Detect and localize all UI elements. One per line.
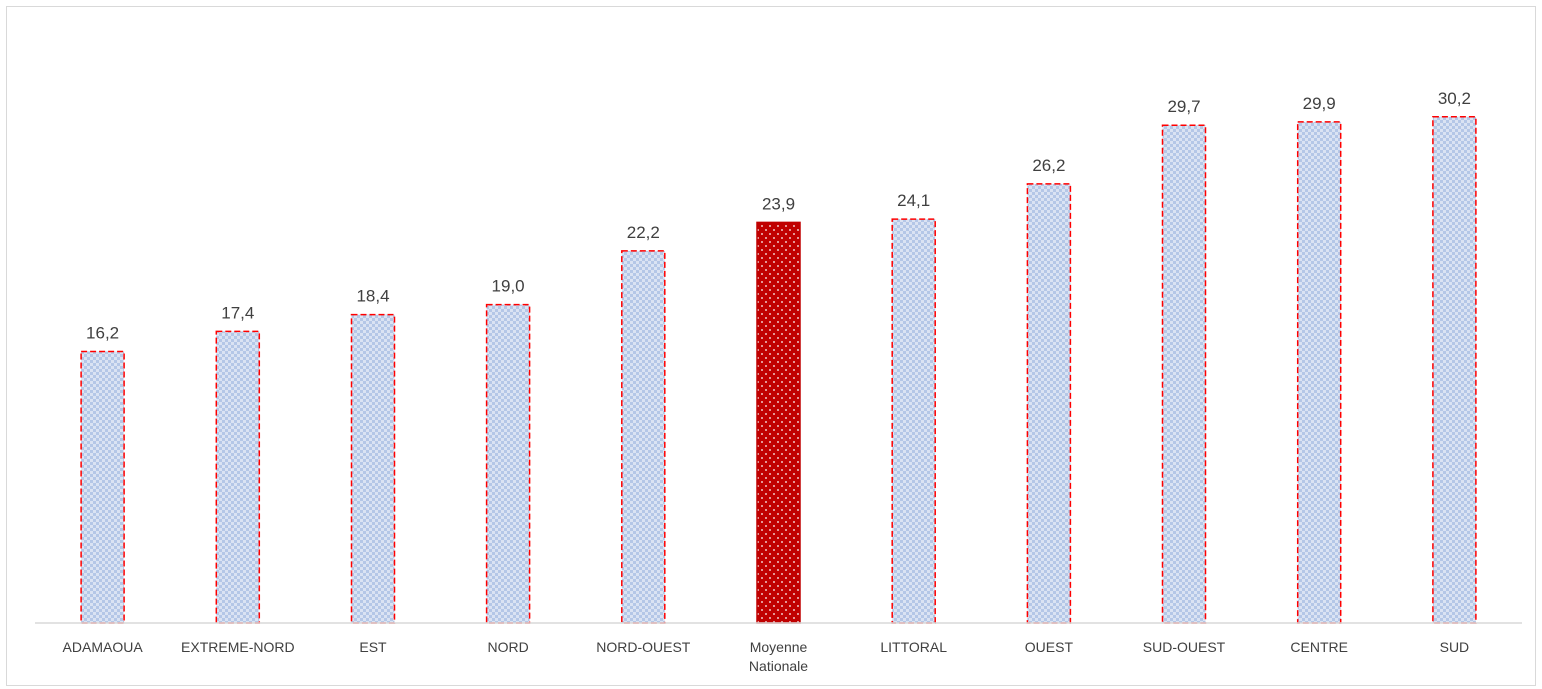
- bars-layer: [80, 116, 1477, 624]
- value-label-littoral: 24,1: [897, 191, 930, 210]
- value-label-sud-ouest: 29,7: [1167, 97, 1200, 116]
- category-label-moyenne-nationale: Moyenne Nationale: [749, 639, 808, 674]
- bar-sud-ouest: [1161, 124, 1207, 624]
- value-label-centre: 29,9: [1303, 94, 1336, 113]
- bar-centre: [1296, 121, 1342, 624]
- category-label-ouest: OUEST: [1025, 639, 1074, 655]
- bar-nord-ouest: [621, 250, 666, 624]
- bar-adamaoua: [80, 350, 125, 624]
- category-label-nord: NORD: [487, 639, 528, 655]
- value-label-sud: 30,2: [1438, 89, 1471, 108]
- category-label-extreme-nord: EXTREME-NORD: [181, 639, 295, 655]
- labels-layer: 16,2 ADAMAOUA 17,4 EXTREME-NORD 18,4 EST 19,0 N…: [63, 89, 1471, 674]
- category-label-littoral: LITTORAL: [880, 639, 947, 655]
- category-label-sud: SUD: [1440, 639, 1470, 655]
- value-label-extreme-nord: 17,4: [221, 303, 254, 322]
- value-label-nord-ouest: 22,2: [627, 223, 660, 242]
- bar-est: [350, 313, 396, 624]
- category-label-adamaoua: ADAMAOUA: [63, 639, 144, 655]
- category-label-nord-ouest: NORD-OUEST: [596, 639, 691, 655]
- bar-extreme-nord: [215, 330, 261, 624]
- category-label-est: EST: [359, 639, 387, 655]
- category-label-sud-ouest: SUD-OUEST: [1143, 639, 1226, 655]
- value-label-adamaoua: 16,2: [86, 324, 119, 343]
- value-label-ouest: 26,2: [1032, 156, 1065, 175]
- value-label-est: 18,4: [356, 287, 389, 306]
- bar-littoral: [891, 218, 936, 624]
- chart-frame: [6, 6, 1536, 686]
- bar-nord: [485, 303, 531, 624]
- bar-moyenne-nationale: [756, 221, 801, 624]
- value-label-moyenne-nationale: 23,9: [762, 194, 795, 213]
- category-label-centre: CENTRE: [1290, 639, 1348, 655]
- value-label-nord: 19,0: [492, 277, 525, 296]
- bar-sud: [1432, 116, 1477, 624]
- bar-ouest: [1026, 183, 1072, 624]
